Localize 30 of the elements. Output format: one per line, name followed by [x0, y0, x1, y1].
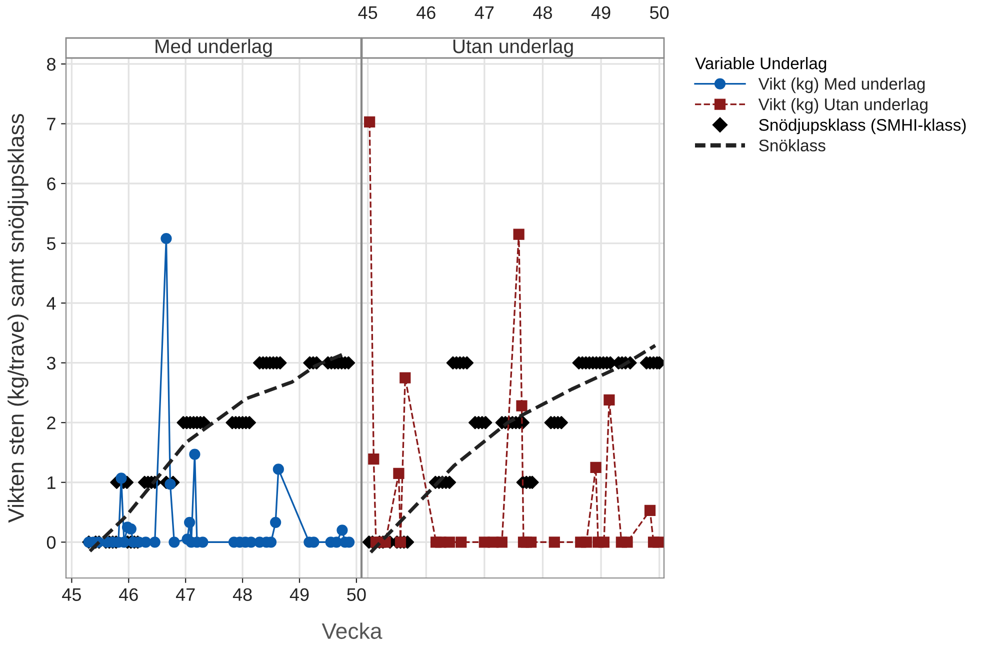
x-tick-label: 46: [119, 588, 138, 601]
y-tick-label: 7: [47, 118, 56, 130]
text: Snöklass: [759, 139, 826, 152]
x-tick-label: 49: [290, 588, 309, 601]
x-tick-label: 46: [416, 6, 436, 20]
y-tick-label: 8: [47, 58, 56, 71]
x-tick-label: 50: [347, 588, 366, 601]
y-tick-label: 1: [48, 476, 56, 489]
x-tick-label: 48: [232, 588, 252, 601]
x-tick-label: 45: [62, 588, 81, 601]
x-axis-title: Vecka: [322, 622, 382, 639]
y-tick-label: 4: [46, 297, 56, 310]
y-tick-label: 5: [46, 237, 56, 250]
chart-title: Utan underlag: [453, 38, 573, 58]
x-tick-label: 45: [358, 6, 378, 20]
legend-title: Variable Underlag: [695, 57, 826, 73]
legend-label: Vikt (kg) Med underlag: [758, 78, 925, 94]
y-axis-title: Vikten sten (kg/trave) samt snödjupsklass: [8, 114, 28, 523]
x-tick-label: 47: [176, 588, 195, 601]
legend-label: Vikt (kg) Utan underlag: [758, 98, 928, 114]
y-tick-label: 3: [46, 356, 56, 370]
x-tick-label: 50: [650, 6, 669, 20]
y-tick-label: 0: [46, 536, 56, 549]
x-tick-label: 48: [533, 6, 552, 20]
legend-label: Snödjupsklass (SMHI-klass): [759, 118, 966, 134]
chart-title: Med underlag: [156, 38, 272, 58]
y-tick-label: 2: [47, 416, 56, 430]
x-tick-label: 49: [591, 6, 610, 20]
x-tick-label: 47: [474, 6, 494, 19]
y-tick-label: 6: [47, 177, 56, 190]
